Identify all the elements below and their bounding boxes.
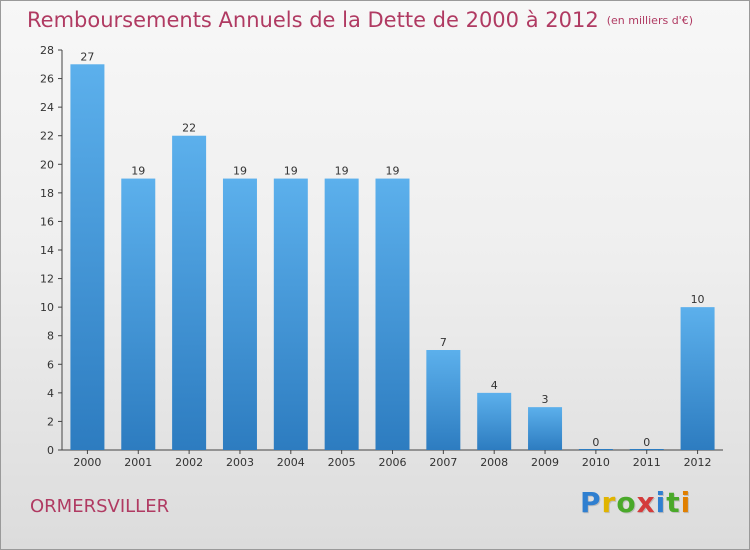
bar-2002 — [172, 135, 207, 450]
x-tick-label: 2012 — [684, 456, 712, 469]
bar-2008 — [477, 392, 512, 450]
bar-2001 — [121, 178, 156, 451]
value-labels: 27 19 22 19 19 19 19 7 4 3 0 0 10 — [80, 50, 704, 449]
bar-2012 — [680, 307, 715, 450]
y-tick-label: 0 — [47, 444, 54, 457]
logo-letter: i — [680, 486, 692, 519]
value-label: 22 — [182, 122, 196, 135]
value-label: 19 — [386, 165, 400, 178]
chart-subtitle: (en milliers d'€) — [606, 14, 693, 27]
bar-2000 — [70, 64, 105, 451]
x-tick-label: 2008 — [480, 456, 508, 469]
proxiti-logo: Proxiti — [580, 486, 691, 519]
y-tick-label: 12 — [40, 273, 54, 286]
x-tick-label: 2011 — [633, 456, 661, 469]
logo-letter: P — [580, 486, 602, 519]
bar-2003 — [222, 178, 257, 451]
chart-title-text: Remboursements Annuels de la Dette de 20… — [27, 8, 599, 32]
value-label: 19 — [284, 165, 298, 178]
y-tick-label: 16 — [40, 215, 54, 228]
logo-letter: t — [666, 486, 681, 519]
logo-letter: r — [601, 486, 617, 519]
y-tick-label: 28 — [40, 44, 54, 57]
x-tick-label: 2005 — [328, 456, 356, 469]
value-label: 0 — [643, 436, 650, 449]
bar-2005 — [324, 178, 359, 451]
value-label: 27 — [80, 50, 94, 63]
y-tick-label: 14 — [40, 244, 54, 257]
y-tick-label: 26 — [40, 73, 54, 86]
y-tick-label: 6 — [47, 358, 54, 371]
bar-2004 — [273, 178, 308, 451]
x-tick-label: 2007 — [429, 456, 457, 469]
value-label: 0 — [592, 436, 599, 449]
bar-2006 — [375, 178, 410, 451]
value-label: 7 — [440, 336, 447, 349]
x-tick-label: 2002 — [175, 456, 203, 469]
logo-letter: x — [636, 486, 656, 519]
bar-2007 — [426, 350, 461, 450]
bar-2009 — [528, 407, 563, 450]
value-label: 10 — [691, 293, 705, 306]
y-tick-label: 4 — [47, 387, 54, 400]
value-label: 19 — [335, 165, 349, 178]
y-tick-label: 18 — [40, 187, 54, 200]
x-tick-label: 2000 — [73, 456, 101, 469]
x-tick-label: 2010 — [582, 456, 610, 469]
y-tick-label: 22 — [40, 130, 54, 143]
value-label: 3 — [542, 393, 549, 406]
x-tick-label: 2003 — [226, 456, 254, 469]
y-tick-label: 10 — [40, 301, 54, 314]
chart-title: Remboursements Annuels de la Dette de 20… — [27, 8, 693, 32]
y-tick-label: 24 — [40, 101, 54, 114]
bars — [70, 64, 715, 451]
commune-name: ORMERSVILLER — [30, 496, 170, 517]
x-tick-label: 2009 — [531, 456, 559, 469]
x-tick-label: 2004 — [277, 456, 305, 469]
logo-letter: i — [655, 486, 667, 519]
y-tick-label: 20 — [40, 158, 54, 171]
x-tick-label: 2001 — [124, 456, 152, 469]
y-tick-label: 8 — [47, 330, 54, 343]
value-label: 4 — [491, 379, 498, 392]
y-tick-label: 2 — [47, 415, 54, 428]
x-tick-label: 2006 — [379, 456, 407, 469]
logo-letter: o — [616, 486, 637, 519]
value-label: 19 — [131, 165, 145, 178]
value-label: 19 — [233, 165, 247, 178]
